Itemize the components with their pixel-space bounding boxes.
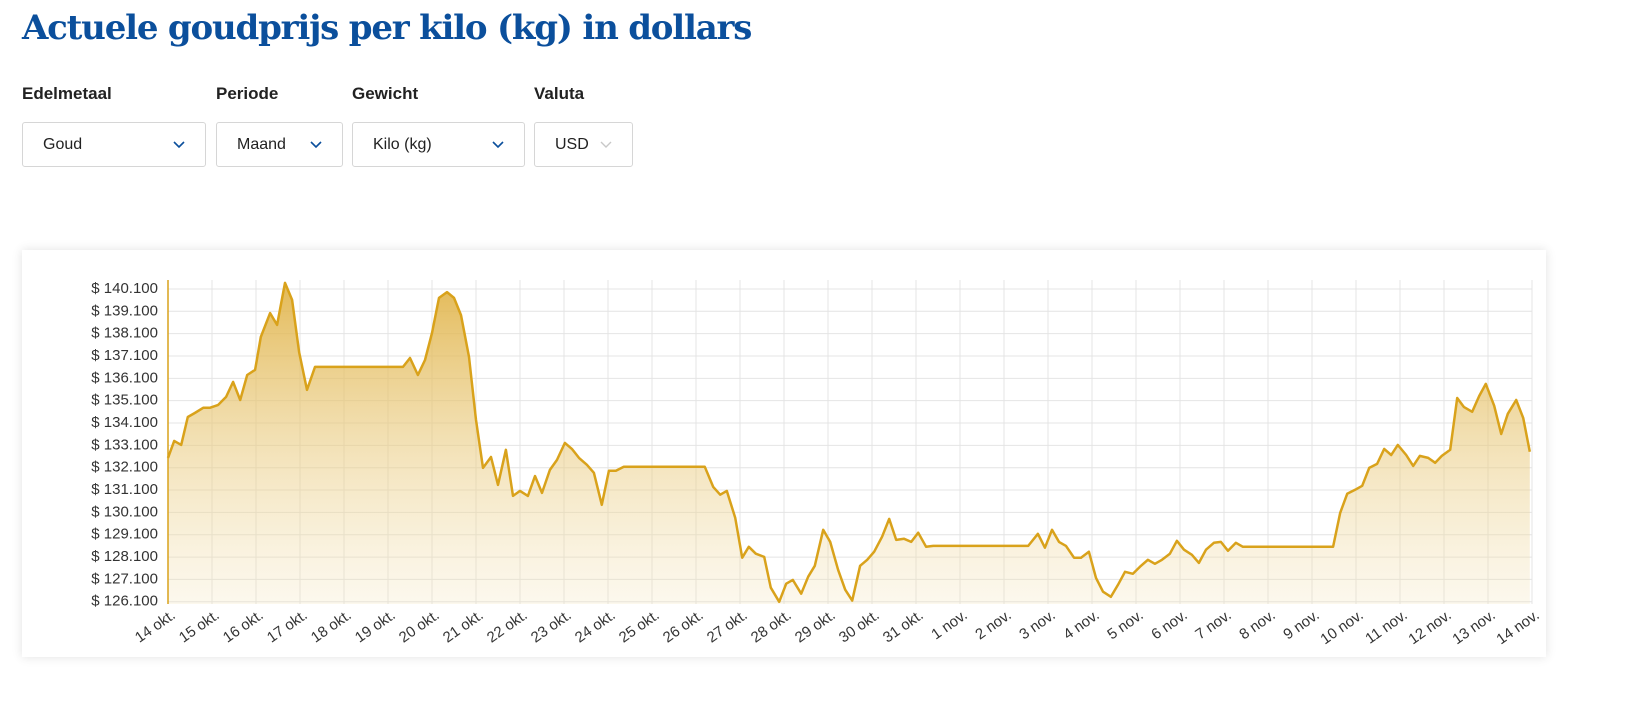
- y-tick-label: $ 140.100: [91, 280, 158, 297]
- filter-label: Valuta: [534, 84, 585, 103]
- x-tick-label: 14 nov.: [1493, 607, 1542, 649]
- filter: Valuta USD: [534, 84, 633, 167]
- x-tick-label: 16 okt.: [220, 607, 267, 647]
- y-tick-label: $ 139.100: [91, 302, 158, 319]
- x-tick-label: 18 okt.: [308, 607, 355, 647]
- x-tick-label: 23 okt.: [528, 607, 575, 647]
- dropdown[interactable]: Maand: [216, 122, 343, 167]
- y-tick-label: $ 126.100: [91, 593, 158, 610]
- x-tick-label: 24 okt.: [572, 607, 619, 647]
- x-tick-label: 2 nov.: [972, 607, 1014, 644]
- y-tick-label: $ 129.100: [91, 526, 158, 543]
- x-tick-label: 29 okt.: [792, 607, 839, 647]
- filter: Gewicht Kilo (kg): [352, 84, 525, 167]
- dropdown-value: Goud: [43, 135, 83, 153]
- chevron: [492, 140, 504, 148]
- x-tick-label: 17 okt.: [264, 607, 311, 647]
- x-tick-label: 21 okt.: [440, 607, 487, 647]
- x-tick-label: 8 nov.: [1236, 607, 1278, 644]
- x-tick-label: 12 nov.: [1405, 607, 1454, 649]
- x-tick-label: 13 nov.: [1449, 607, 1498, 649]
- price-line: [166, 281, 1532, 604]
- filter: Periode Maand: [216, 84, 343, 167]
- chart-card: $ 126.100 $ 127.100 $ 128.100 $ 129.100 $ 13…: [22, 250, 1546, 657]
- y-tick-label: $ 128.100: [91, 548, 158, 565]
- x-tick-label: 11 nov.: [1362, 607, 1410, 648]
- y-tick-label: $ 131.100: [91, 481, 158, 498]
- y-tick-label: $ 133.100: [91, 436, 158, 453]
- dropdown[interactable]: Kilo (kg): [352, 122, 525, 167]
- x-tick-label: 1 nov.: [928, 607, 970, 644]
- dropdown[interactable]: Goud: [22, 122, 206, 167]
- x-tick-label: 9 nov.: [1280, 607, 1322, 644]
- filter-label: Periode: [216, 84, 279, 103]
- filter: Edelmetaal Goud: [22, 84, 206, 167]
- x-tick-label: 4 nov.: [1060, 607, 1102, 644]
- x-tick-label: 10 nov.: [1317, 607, 1366, 649]
- y-tick-label: $ 127.100: [91, 570, 158, 587]
- filter-label: Gewicht: [352, 84, 419, 103]
- dropdown[interactable]: USD: [534, 122, 633, 167]
- x-tick-label: 15 okt.: [176, 607, 223, 647]
- chart: $ 126.100 $ 127.100 $ 128.100 $ 129.100 $ 13…: [91, 280, 1542, 649]
- dropdown-value: USD: [555, 135, 589, 153]
- dropdown-value: Maand: [237, 135, 286, 153]
- area: [168, 282, 1530, 604]
- x-tick-label: 22 okt.: [484, 607, 531, 647]
- x-tick-label: 27 okt.: [704, 607, 751, 647]
- dropdown-value: Kilo (kg): [373, 135, 432, 153]
- page-title: Actuele goudprijs per kilo (kg) in dolla…: [22, 8, 752, 48]
- x-tick-label: 28 okt.: [748, 607, 795, 647]
- y-tick-label: $ 134.100: [91, 414, 158, 431]
- y-tick-label: $ 136.100: [91, 369, 158, 386]
- x-tick-label: 5 nov.: [1104, 607, 1146, 644]
- y-tick-label: $ 132.100: [91, 459, 158, 476]
- y-tick-label: $ 137.100: [91, 347, 158, 364]
- chevron: [600, 141, 612, 148]
- x-tick-label: 7 nov.: [1192, 607, 1234, 644]
- x-tick-label: 30 okt.: [836, 607, 883, 647]
- x-tick-label: 20 okt.: [396, 607, 443, 647]
- chevron: [173, 140, 185, 148]
- x-tick-label: 25 okt.: [616, 607, 663, 647]
- x-tick-label: 19 okt.: [352, 607, 399, 647]
- y-tick-label: $ 130.100: [91, 503, 158, 520]
- x-tick-label: 14 okt.: [132, 607, 179, 647]
- x-tick-label: 3 nov.: [1016, 607, 1058, 644]
- x-tick-label: 26 okt.: [660, 607, 707, 647]
- y-tick-label: $ 135.100: [91, 392, 158, 409]
- x-tick-label: 6 nov.: [1148, 607, 1190, 644]
- chevron: [310, 140, 322, 148]
- y-tick-label: $ 138.100: [91, 325, 158, 342]
- x-tick-label: 31 okt.: [880, 607, 927, 647]
- filter-label: Edelmetaal: [22, 84, 112, 103]
